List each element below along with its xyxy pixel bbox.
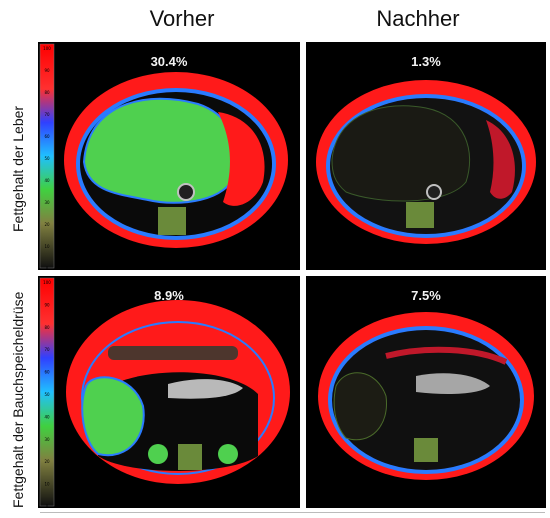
colorbar-tick-label: 70 (44, 347, 50, 352)
colorbar-tick-label: 90 (44, 68, 50, 73)
column-header-before: Vorher (149, 6, 215, 31)
row-label-pancreas: Fettgehalt der Bauchspeicheldrüse (10, 291, 26, 508)
colorbar-tick-label: 20 (44, 222, 50, 227)
colorbar-tick-label: 100 (43, 280, 51, 285)
colorbar-tick-label: 70 (44, 112, 50, 117)
colorbar-tick-label: 50 (44, 156, 50, 161)
colorbar (39, 277, 55, 507)
colorbar-tick-label: 80 (44, 325, 50, 330)
colorbar-tick-label: 30 (44, 437, 50, 442)
colorbar (39, 43, 55, 269)
colorbar-tick-label: 90 (44, 302, 50, 307)
scan-pancreas-after-image (306, 276, 546, 508)
colorbar-tick-label: 0 (46, 504, 49, 508)
fat-percentage-liver-after: 1.3% (411, 54, 441, 69)
scan-liver-after: 1.3% (306, 42, 546, 270)
colorbar-tick-label: 60 (44, 370, 50, 375)
scan-pancreas-after: 7.5% (306, 276, 546, 508)
scan-liver-after-image (306, 42, 546, 270)
colorbar-tick-label: 0 (46, 266, 49, 270)
colorbar-tick-label: 60 (44, 134, 50, 139)
row-label-liver: Fettgehalt der Leber (10, 105, 26, 232)
colorbar-tick-label: 10 (44, 244, 50, 249)
colorbar-tick-label: 10 (44, 482, 50, 487)
colorbar-tick-label: 80 (44, 90, 50, 95)
fat-percentage-pancreas-before: 8.9% (154, 288, 184, 303)
colorbar-tick-label: 40 (44, 414, 50, 419)
scan-liver-before: 100 90 80 70 60 50 40 30 20 10 0 30.4% (38, 42, 300, 270)
bottom-divider (40, 512, 545, 513)
fat-percentage-pancreas-after: 7.5% (411, 288, 441, 303)
fat-percentage-liver-before: 30.4% (150, 54, 188, 69)
scan-pancreas-before: 100 90 80 70 60 50 40 30 20 10 0 8.9% (38, 276, 300, 508)
column-header-after: Nachher (376, 6, 460, 31)
colorbar-tick-label: 30 (44, 200, 50, 205)
colorbar-tick-label: 50 (44, 392, 50, 397)
colorbar-tick-label: 100 (43, 46, 51, 51)
colorbar-tick-label: 40 (44, 178, 50, 183)
colorbar-tick-label: 20 (44, 459, 50, 464)
